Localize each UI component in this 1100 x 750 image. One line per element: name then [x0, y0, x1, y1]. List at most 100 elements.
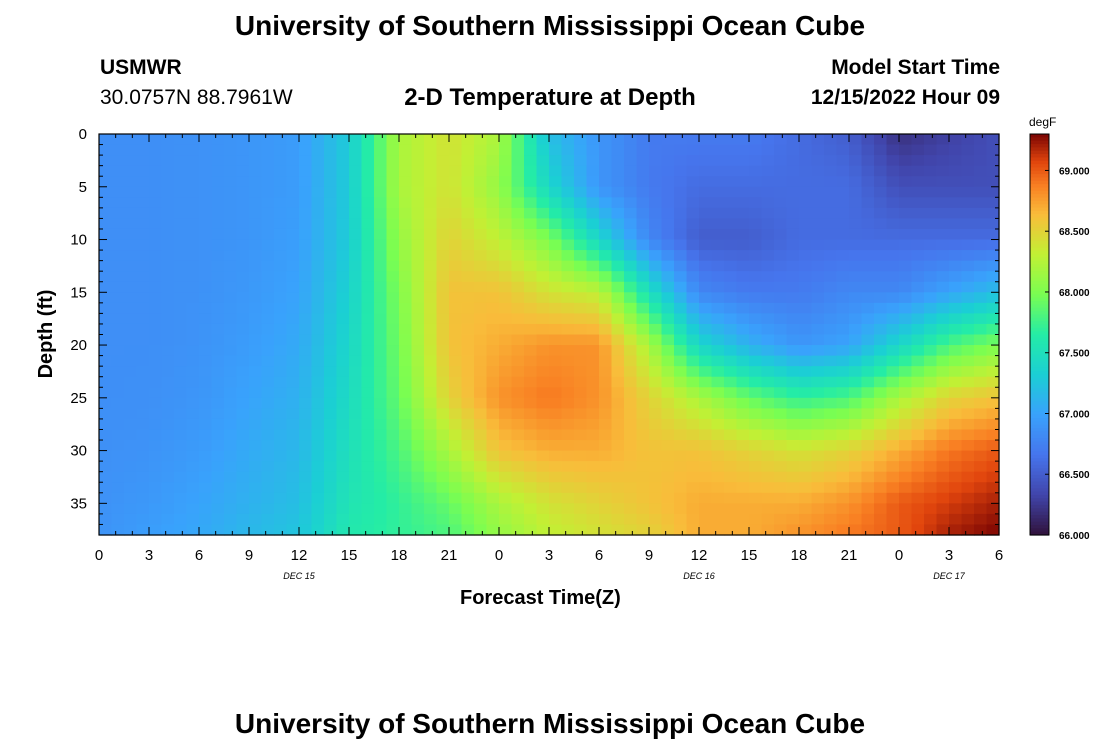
heatmap-cell [986, 260, 1000, 272]
heatmap-cell [399, 134, 413, 146]
heatmap-cell [186, 376, 200, 388]
heatmap-cell [711, 207, 725, 220]
heatmap-cell [949, 482, 963, 494]
heatmap-cell [511, 397, 525, 409]
heatmap-cell [674, 461, 688, 473]
heatmap-cell [161, 408, 175, 420]
heatmap-cell [811, 197, 825, 209]
heatmap-cell [299, 397, 313, 409]
heatmap-cell [124, 429, 138, 441]
heatmap-cell [549, 366, 563, 378]
heatmap-cell [924, 503, 938, 515]
heatmap-cell [924, 186, 938, 198]
heatmap-cell [274, 376, 288, 388]
heatmap-cell [574, 271, 588, 283]
heatmap-cell [674, 450, 688, 462]
heatmap-cell [799, 197, 813, 209]
heatmap-cell [449, 492, 463, 504]
heatmap-cell [786, 302, 800, 314]
colorbar-swatch [1030, 384, 1049, 389]
heatmap-cell [749, 524, 763, 536]
heatmap-cell [961, 250, 975, 262]
heatmap-cell [724, 302, 738, 314]
heatmap-cell [599, 513, 613, 526]
heatmap-cell [561, 134, 575, 146]
heatmap-cell [586, 397, 600, 409]
heatmap-cell [686, 387, 700, 399]
heatmap-cell [474, 155, 488, 167]
heatmap-cell [186, 450, 200, 462]
heatmap-cell [349, 207, 363, 220]
heatmap-cell [261, 471, 275, 483]
date-label: DEC 16 [683, 571, 715, 581]
heatmap-cell [524, 461, 538, 473]
heatmap-cell [461, 313, 475, 325]
heatmap-cell [561, 482, 575, 494]
heatmap-cell [824, 228, 838, 241]
heatmap-cell [624, 302, 638, 314]
heatmap-cell [136, 408, 150, 420]
heatmap-cell [349, 355, 363, 367]
y-tick-label: 30 [70, 443, 87, 460]
heatmap-cell [649, 260, 663, 272]
heatmap-cell [861, 302, 875, 314]
heatmap-cell [774, 345, 788, 357]
heatmap-cell [786, 355, 800, 367]
heatmap-cell [574, 302, 588, 314]
heatmap-cell [974, 281, 988, 293]
heatmap-cell [199, 207, 213, 220]
heatmap-cell [924, 281, 938, 293]
heatmap-cell [311, 239, 325, 251]
heatmap-cell [811, 345, 825, 357]
heatmap-cell [749, 408, 763, 420]
heatmap-cell [474, 281, 488, 293]
heatmap-cell [674, 408, 688, 420]
heatmap-cell [336, 376, 350, 388]
heatmap-cell [549, 207, 563, 220]
heatmap-cell [99, 250, 113, 262]
heatmap-cell [624, 503, 638, 515]
heatmap-cell [186, 271, 200, 283]
heatmap-cell [186, 176, 200, 188]
heatmap-cell [486, 271, 500, 283]
heatmap-cell [786, 376, 800, 388]
heatmap-cell [549, 503, 563, 515]
heatmap-cell [149, 302, 163, 314]
heatmap-cell [474, 387, 488, 399]
heatmap-cell [811, 207, 825, 220]
heatmap-cell [924, 471, 938, 483]
heatmap-cell [274, 186, 288, 198]
heatmap-cell [99, 524, 113, 536]
heatmap-cell [386, 165, 400, 177]
heatmap-cell [386, 461, 400, 473]
heatmap-cell [399, 429, 413, 441]
y-axis-label: Depth (ft) [35, 290, 57, 379]
heatmap-cell [111, 376, 125, 388]
heatmap-cell [299, 503, 313, 515]
heatmap-cell [111, 524, 125, 536]
heatmap-cell [124, 134, 138, 146]
heatmap-cell [761, 334, 775, 346]
heatmap-cell [124, 376, 138, 388]
heatmap-cell [974, 186, 988, 198]
heatmap-cell [186, 218, 200, 230]
heatmap-cell [449, 429, 463, 441]
heatmap-cell [949, 302, 963, 314]
heatmap-cell [424, 503, 438, 515]
heatmap-cell [786, 440, 800, 452]
heatmap-cell [249, 260, 263, 272]
heatmap-cell [986, 345, 1000, 357]
y-tick-label: 20 [70, 337, 87, 354]
heatmap-cell [861, 271, 875, 283]
heatmap-cell [836, 144, 850, 156]
heatmap-cell [486, 292, 500, 304]
heatmap-cell [286, 197, 300, 209]
heatmap-cell [386, 292, 400, 304]
heatmap-cell [811, 239, 825, 251]
heatmap-cell [749, 313, 763, 325]
heatmap-cell [549, 334, 563, 346]
heatmap-cell [161, 144, 175, 156]
heatmap-cell [949, 513, 963, 526]
heatmap-cell [161, 355, 175, 367]
heatmap-cell [661, 513, 675, 526]
